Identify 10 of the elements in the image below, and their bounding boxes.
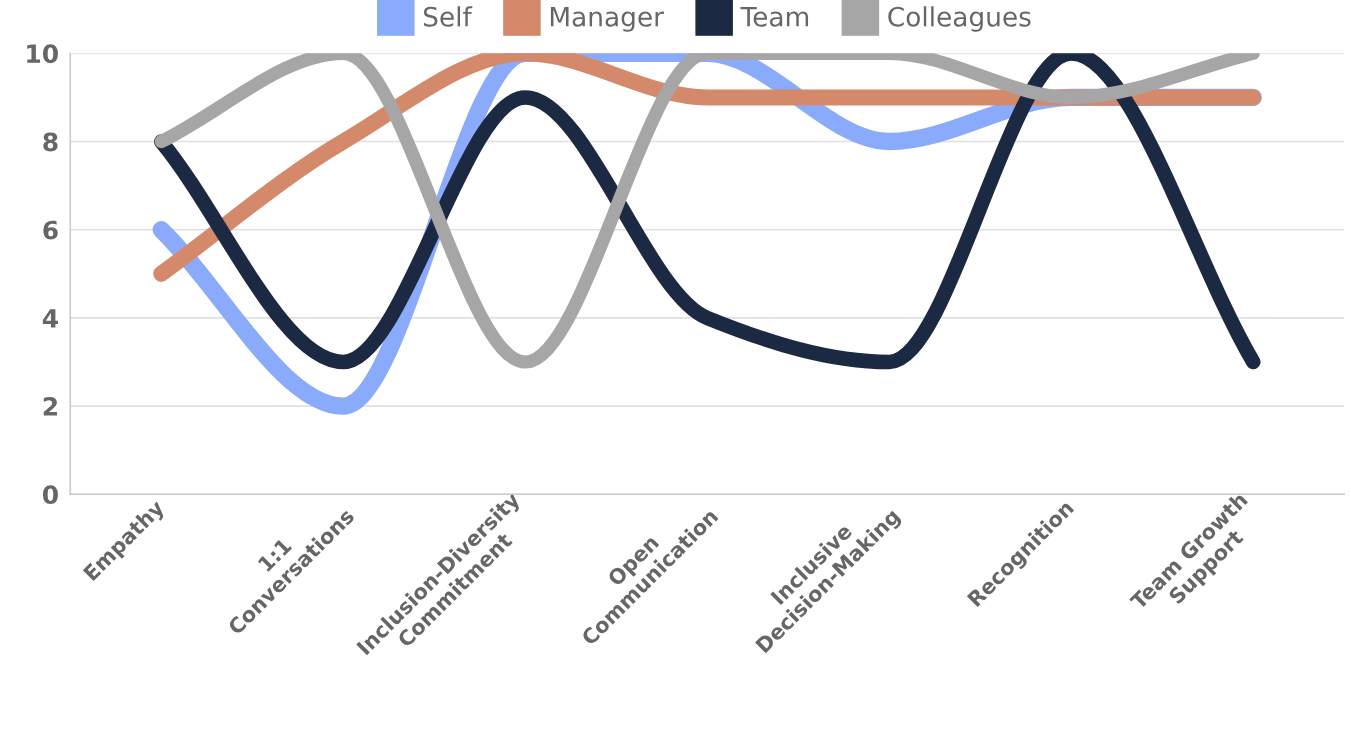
- y-tick-label: 4: [42, 309, 58, 328]
- y-tick-label: 6: [43, 220, 58, 240]
- legend-label: Team: [740, 7, 809, 27]
- y-tick-label: 2: [43, 397, 57, 416]
- legend-label: Colleagues: [888, 6, 1031, 32]
- legend-label: Manager: [550, 7, 664, 32]
- legend-label: Self: [423, 6, 473, 27]
- y-tick-label: 8: [43, 132, 58, 152]
- y-tick-label: 10: [27, 44, 58, 64]
- y-tick-label: 0: [42, 485, 58, 505]
